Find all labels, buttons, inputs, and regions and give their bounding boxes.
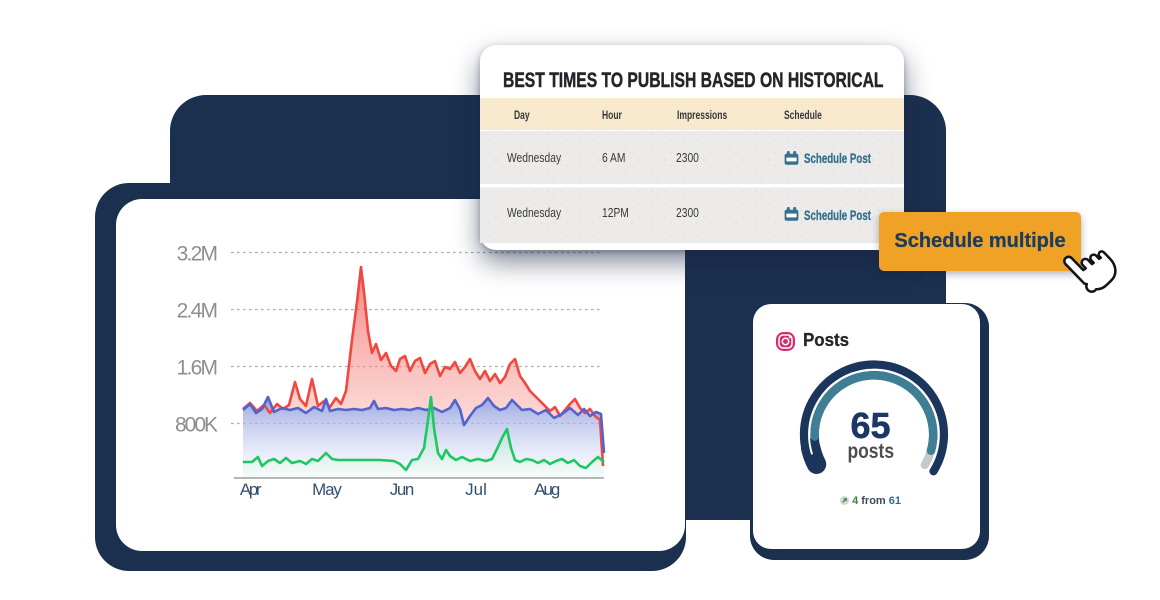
svg-text:Jul: Jul: [465, 480, 487, 499]
svg-text:3.2M: 3.2M: [177, 243, 218, 266]
svg-text:Aug: Aug: [534, 480, 560, 499]
svg-text:Apr: Apr: [240, 480, 262, 499]
svg-text:2.4M: 2.4M: [177, 300, 218, 323]
svg-text:800K: 800K: [175, 414, 218, 437]
svg-text:1.6M: 1.6M: [177, 357, 218, 380]
svg-text:May: May: [312, 480, 342, 499]
svg-text:Jun: Jun: [390, 480, 415, 499]
